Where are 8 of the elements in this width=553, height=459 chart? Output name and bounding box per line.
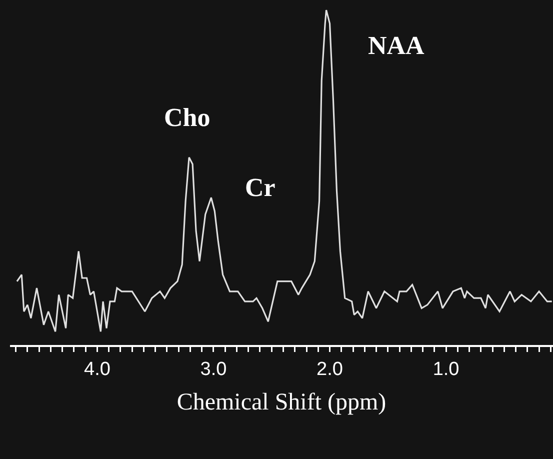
annotation: NAA xyxy=(368,31,425,60)
x-tick-label: 4.0 xyxy=(84,358,110,380)
x-tick-label: 1.0 xyxy=(432,358,460,380)
x-tick-label: 2.0 xyxy=(316,358,343,380)
x-tick-label: 3.0 xyxy=(200,358,227,380)
x-axis-title: Chemical Shift (ppm) xyxy=(176,390,386,416)
annotation: Cr xyxy=(245,173,276,202)
annotation: Cho xyxy=(164,103,210,132)
